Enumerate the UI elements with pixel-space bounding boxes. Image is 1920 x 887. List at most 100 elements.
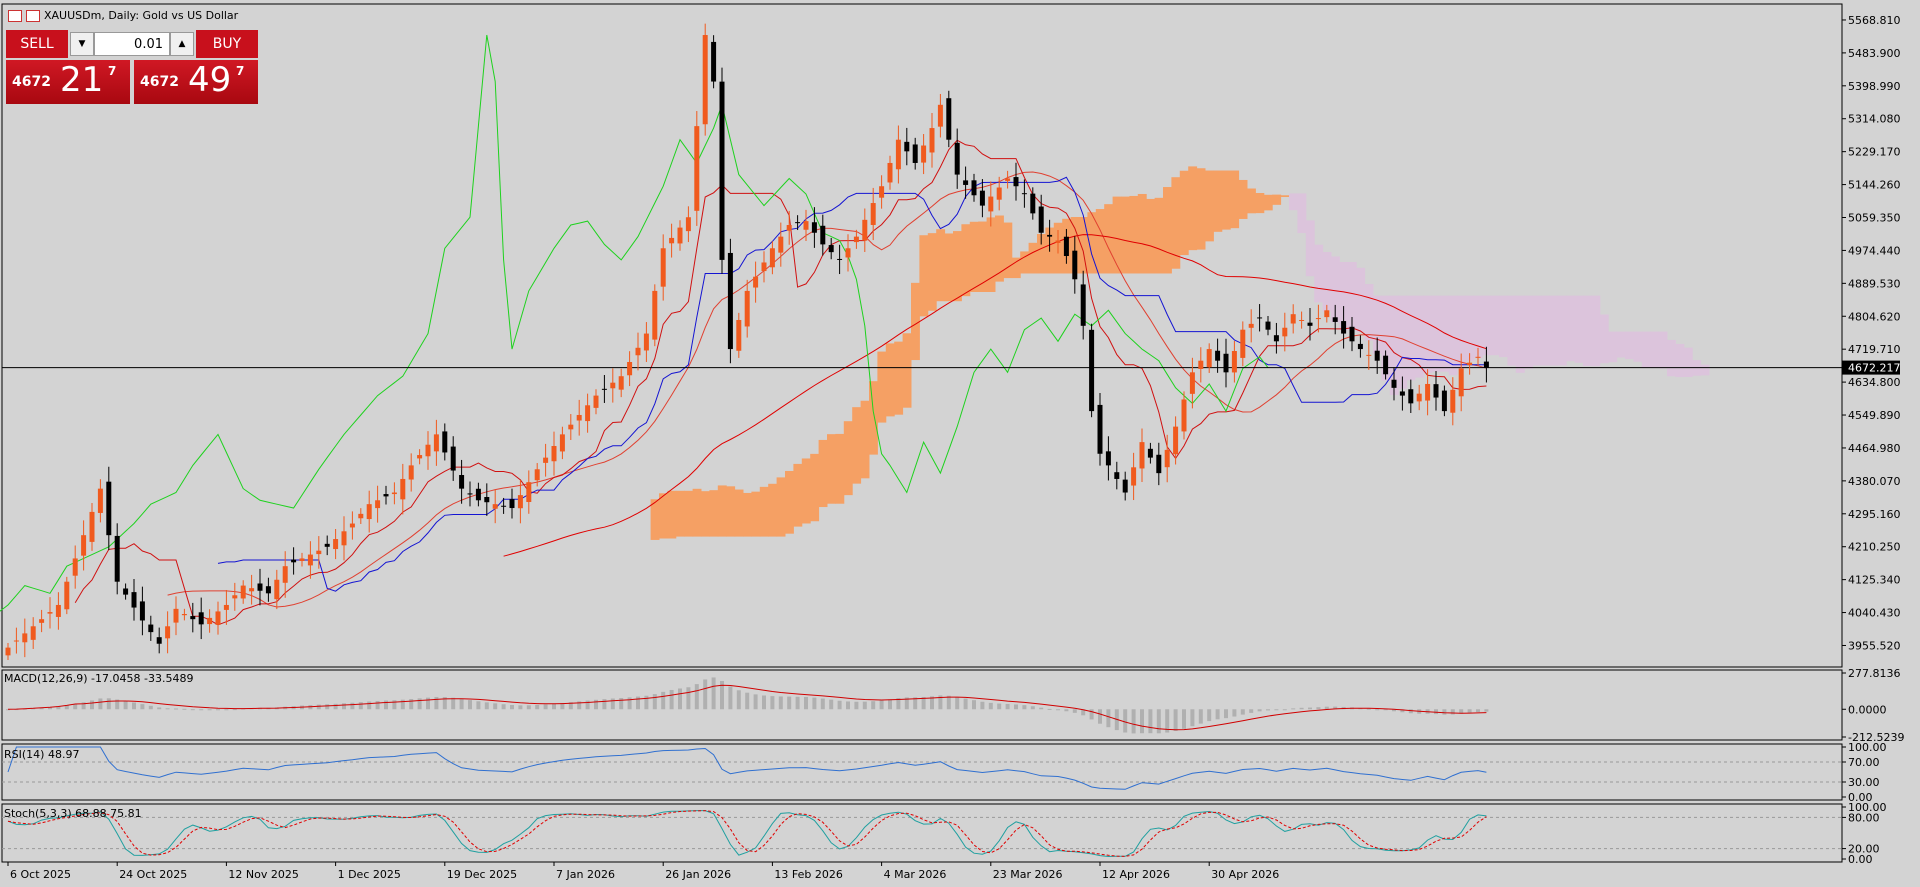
cloud-segment bbox=[927, 233, 937, 311]
macd-bar bbox=[888, 699, 892, 710]
cloud-segment bbox=[701, 491, 710, 537]
sub-y-tick-label: 277.8136 bbox=[1848, 667, 1901, 680]
cloud-segment bbox=[1230, 170, 1240, 229]
macd-bar bbox=[190, 709, 195, 711]
macd-bar bbox=[610, 698, 615, 710]
candle-body bbox=[358, 513, 364, 519]
candle-body bbox=[324, 543, 330, 547]
macd-bar bbox=[820, 698, 825, 710]
candle-body bbox=[64, 581, 70, 610]
macd-bar bbox=[39, 707, 44, 710]
cloud-segment bbox=[1389, 295, 1399, 396]
cloud-segment bbox=[1137, 193, 1147, 274]
macd-bar bbox=[745, 692, 750, 710]
buy-button[interactable]: BUY bbox=[196, 30, 258, 58]
candle-body bbox=[1063, 236, 1069, 257]
kijun-line bbox=[217, 176, 1487, 592]
chart-list-icon[interactable] bbox=[8, 9, 22, 22]
buy-price-prefix: 4672 bbox=[140, 74, 179, 90]
candle-body bbox=[1416, 393, 1422, 402]
candle-body bbox=[148, 624, 154, 633]
candle-body bbox=[1089, 329, 1095, 412]
x-tick-label: 26 Jan 2026 bbox=[665, 868, 731, 881]
cloud-segment bbox=[1667, 339, 1676, 377]
candle-body bbox=[1433, 384, 1439, 398]
macd-bar bbox=[207, 709, 212, 711]
candle-body bbox=[786, 225, 792, 231]
y-tick-label: 4804.620 bbox=[1848, 310, 1901, 323]
cloud-segment bbox=[1658, 331, 1668, 369]
cloud-segment bbox=[1700, 364, 1710, 376]
chart-trade-icon[interactable] bbox=[26, 9, 40, 22]
candle-body bbox=[795, 222, 801, 224]
cloud-segment bbox=[810, 453, 820, 522]
candle-body bbox=[1021, 193, 1027, 195]
cloud-segment bbox=[969, 221, 979, 292]
cloud-segment bbox=[734, 489, 744, 537]
cloud-segment bbox=[1314, 244, 1324, 303]
macd-bar bbox=[728, 686, 733, 710]
macd-bar bbox=[81, 702, 86, 710]
candle-body bbox=[181, 614, 187, 616]
macd-bar bbox=[736, 690, 741, 710]
candle-body bbox=[333, 539, 339, 550]
macd-bar bbox=[1249, 709, 1254, 713]
x-tick-label: 24 Oct 2025 bbox=[119, 868, 187, 881]
lot-increase-button[interactable]: ▲ bbox=[170, 32, 194, 56]
macd-bar bbox=[1366, 708, 1371, 710]
macd-bar bbox=[442, 697, 447, 710]
cloud-segment bbox=[785, 470, 794, 534]
macd-bar bbox=[1072, 709, 1077, 713]
cloud-segment bbox=[953, 231, 962, 302]
macd-bar bbox=[1131, 709, 1136, 734]
macd-bar bbox=[1291, 708, 1296, 710]
candles[interactable] bbox=[5, 23, 1489, 661]
candle-body bbox=[13, 640, 19, 642]
macd-bar bbox=[703, 679, 708, 710]
cloud-segment bbox=[1188, 166, 1198, 251]
candle-body bbox=[1349, 326, 1355, 342]
candle-body bbox=[1072, 250, 1078, 280]
cloud-segment bbox=[944, 233, 954, 302]
candle-body bbox=[862, 219, 868, 241]
candle-body bbox=[996, 187, 1002, 200]
arrow-up-icon: ▲ bbox=[178, 39, 186, 49]
cloud-segment bbox=[1457, 295, 1466, 369]
macd-bar bbox=[552, 703, 556, 710]
cloud-segment bbox=[1356, 267, 1366, 332]
candle-body bbox=[123, 588, 129, 595]
candle-body bbox=[1189, 372, 1195, 394]
candle-body bbox=[1013, 177, 1019, 187]
lot-decrease-button[interactable]: ▼ bbox=[70, 32, 94, 56]
macd-bar bbox=[938, 695, 943, 710]
cloud-segment bbox=[1221, 170, 1231, 230]
candle-body bbox=[442, 431, 448, 453]
candle-body bbox=[853, 236, 859, 243]
candle-body bbox=[1257, 317, 1263, 319]
macd-bar bbox=[1484, 709, 1489, 712]
cloud-segment bbox=[1263, 194, 1273, 211]
macd-bar bbox=[98, 698, 103, 710]
sell-button[interactable]: SELL bbox=[6, 30, 68, 58]
candle-body bbox=[207, 617, 213, 625]
candle-body bbox=[1164, 449, 1170, 468]
macd-bar bbox=[879, 700, 884, 710]
y-tick-label: 4634.800 bbox=[1848, 376, 1901, 389]
macd-bar bbox=[694, 684, 699, 710]
cloud-segment bbox=[1599, 314, 1609, 364]
cloud-segment bbox=[877, 351, 887, 423]
macd-bar bbox=[1324, 706, 1329, 710]
cloud-segment bbox=[1608, 331, 1618, 363]
sub-y-tick-label: 20.00 bbox=[1848, 843, 1880, 856]
candle-body bbox=[946, 98, 952, 140]
macd-bar bbox=[132, 702, 136, 710]
lot-size-input[interactable] bbox=[94, 32, 170, 56]
candle-body bbox=[1273, 335, 1279, 342]
price-axis: 4672.217 5568.810 5483.900 5398.990 5314.080… bbox=[1842, 14, 1901, 652]
y-tick-label: 5059.350 bbox=[1848, 211, 1901, 224]
buy-quote[interactable]: 4672 49 7 bbox=[134, 60, 258, 104]
sell-quote[interactable]: 4672 21 7 bbox=[6, 60, 130, 104]
y-tick-label: 5314.080 bbox=[1848, 113, 1901, 126]
macd-bar bbox=[451, 697, 456, 710]
